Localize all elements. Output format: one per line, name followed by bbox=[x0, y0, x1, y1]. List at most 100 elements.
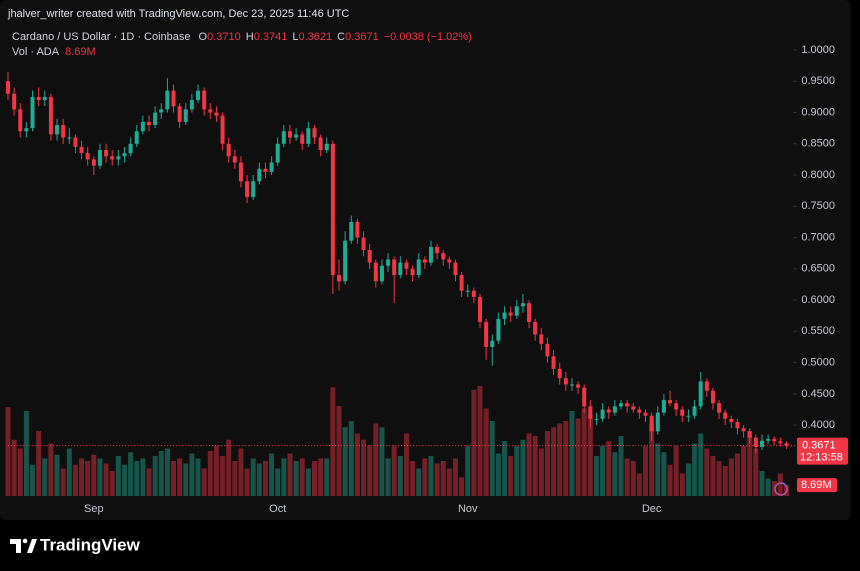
candle-body bbox=[704, 381, 709, 391]
legend-value: 0.3741 bbox=[254, 31, 288, 43]
volume-bar bbox=[391, 446, 397, 496]
candle-body bbox=[42, 96, 47, 101]
candle-body bbox=[619, 403, 623, 407]
volume-value: 8.69M bbox=[65, 46, 96, 58]
volume-bar bbox=[685, 463, 691, 496]
volume-bar bbox=[649, 423, 655, 496]
volume-bar bbox=[771, 481, 777, 496]
candle-body bbox=[478, 296, 483, 322]
candle-body bbox=[349, 221, 354, 241]
candle-body bbox=[392, 259, 397, 276]
candle-body bbox=[717, 403, 722, 413]
legend-value: 0.3621 bbox=[298, 31, 332, 43]
volume-bar bbox=[593, 456, 599, 496]
volume-bar bbox=[42, 458, 48, 496]
volume-bar bbox=[397, 456, 403, 496]
volume-bar bbox=[30, 464, 36, 496]
candle-body bbox=[373, 262, 378, 282]
y-tick-label: 0.9500 bbox=[801, 75, 835, 87]
y-tick-label: 1.0000 bbox=[801, 44, 835, 56]
candle-body bbox=[441, 253, 446, 260]
candle-body bbox=[122, 153, 127, 157]
candle-body bbox=[668, 400, 673, 404]
candle-body bbox=[520, 303, 525, 307]
volume-title: Vol · ADA bbox=[12, 46, 60, 58]
candle-body bbox=[245, 181, 250, 197]
volume-bar bbox=[557, 423, 563, 496]
volume-bar bbox=[747, 431, 753, 496]
volume-bar bbox=[612, 452, 618, 496]
y-tick-label: 0.8500 bbox=[801, 138, 835, 150]
volume-bar bbox=[728, 458, 734, 496]
volume-bar bbox=[354, 433, 360, 496]
candle-body bbox=[140, 121, 145, 132]
candle-body bbox=[104, 150, 109, 157]
candle-body bbox=[661, 400, 666, 413]
candle-body bbox=[48, 96, 53, 135]
volume-bar bbox=[643, 446, 649, 496]
legend-key: O bbox=[199, 31, 208, 43]
volume-bar bbox=[379, 427, 385, 496]
candle-body bbox=[404, 262, 409, 269]
candle-body bbox=[582, 387, 587, 407]
volume-bar bbox=[446, 468, 452, 496]
candle-body bbox=[208, 109, 213, 113]
candle-body bbox=[496, 318, 501, 341]
candle-body bbox=[110, 156, 115, 160]
candle-body bbox=[214, 112, 219, 116]
volume-bar bbox=[428, 456, 434, 496]
candle-body bbox=[306, 128, 311, 144]
volume-bar bbox=[121, 464, 127, 496]
volume-bar bbox=[784, 485, 790, 496]
volume-bar bbox=[195, 458, 201, 496]
candle-body bbox=[655, 412, 660, 432]
y-tick-label: 0.7000 bbox=[801, 231, 835, 243]
volume-bar bbox=[692, 443, 698, 496]
candle-body bbox=[759, 440, 764, 447]
volume-bar bbox=[115, 456, 121, 496]
candle-body bbox=[545, 343, 550, 357]
volume-bar bbox=[238, 448, 244, 496]
volume-bar bbox=[538, 448, 544, 496]
candle-body bbox=[367, 250, 372, 263]
volume-bar bbox=[600, 446, 606, 496]
volume-bar bbox=[606, 441, 612, 496]
x-tick-label: Nov bbox=[458, 503, 478, 515]
candle-body bbox=[680, 409, 685, 416]
volume-bar bbox=[722, 466, 728, 496]
candle-body bbox=[398, 262, 403, 276]
volume-bar bbox=[581, 408, 587, 496]
candle-body bbox=[116, 156, 121, 160]
y-tick-label: 0.9000 bbox=[801, 106, 835, 118]
candle-body bbox=[729, 418, 734, 422]
volume-bar bbox=[207, 451, 213, 496]
candle-body bbox=[226, 143, 231, 157]
candle-body bbox=[686, 415, 691, 417]
volume-bar bbox=[91, 454, 97, 496]
volume-bar bbox=[753, 448, 759, 496]
volume-bar bbox=[416, 468, 422, 496]
volume-bar bbox=[587, 414, 593, 496]
candle-body bbox=[171, 90, 176, 107]
volume-bar bbox=[385, 458, 391, 496]
candle-body bbox=[459, 275, 464, 291]
volume-bar bbox=[189, 453, 195, 496]
candles bbox=[6, 71, 789, 454]
volume-bar bbox=[532, 436, 538, 496]
volume-bar bbox=[256, 463, 262, 496]
candle-body bbox=[275, 143, 280, 163]
candle-body bbox=[416, 259, 421, 276]
volume-bar bbox=[526, 433, 532, 496]
volume-bar bbox=[422, 458, 428, 496]
volume-bar bbox=[330, 387, 336, 496]
price-tag bbox=[797, 437, 848, 465]
candle-body bbox=[649, 415, 654, 432]
volume-bar bbox=[514, 446, 520, 496]
legend-change: −0.0038 (−1.02%) bbox=[384, 31, 472, 43]
volume-bar bbox=[348, 421, 354, 496]
volume-bar bbox=[269, 453, 275, 496]
volume-bar bbox=[630, 461, 636, 496]
volume-bar bbox=[434, 463, 440, 496]
volume-bar bbox=[471, 389, 477, 496]
candle-body bbox=[723, 412, 728, 419]
